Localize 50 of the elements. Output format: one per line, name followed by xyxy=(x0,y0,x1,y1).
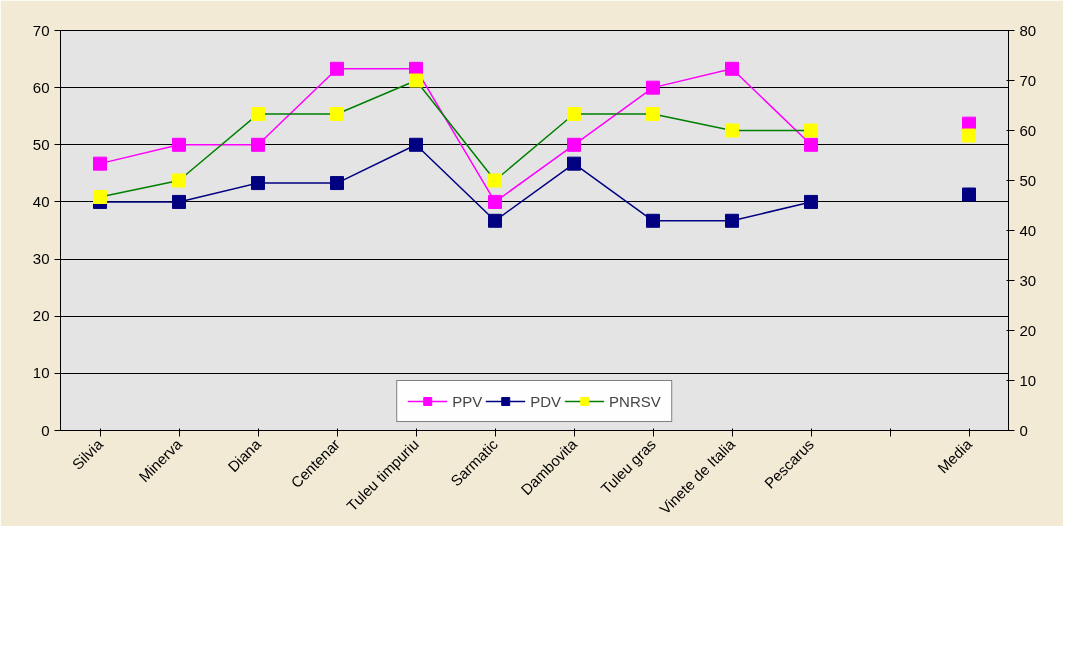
point xyxy=(172,173,186,188)
y2-tick-label: 80 xyxy=(1019,21,1037,39)
point xyxy=(567,156,581,171)
y-tick-label: 60 xyxy=(32,78,50,96)
point xyxy=(330,61,344,76)
point xyxy=(567,137,581,152)
point xyxy=(804,137,818,152)
point xyxy=(725,123,739,138)
legend-label: PDV xyxy=(530,392,562,410)
point xyxy=(330,176,344,191)
point xyxy=(172,137,186,152)
y-tick-label: 10 xyxy=(32,364,50,382)
point xyxy=(962,128,976,143)
point xyxy=(646,107,660,121)
point xyxy=(172,194,186,209)
legend-label: PPV xyxy=(452,392,483,410)
point xyxy=(567,107,581,121)
point xyxy=(251,176,265,191)
y2-tick-label: 30 xyxy=(1019,271,1037,289)
point xyxy=(725,213,739,228)
point xyxy=(725,61,739,76)
point xyxy=(646,213,660,228)
legend-label: PNRSV xyxy=(609,392,661,410)
point xyxy=(962,187,976,202)
y2-tick-label: 70 xyxy=(1019,71,1037,89)
point xyxy=(488,194,502,209)
point xyxy=(409,73,423,88)
point xyxy=(251,137,265,152)
point xyxy=(93,190,107,204)
point xyxy=(804,123,818,138)
y2-tick-label: 20 xyxy=(1019,321,1037,339)
point xyxy=(804,194,818,209)
y2-tick-label: 10 xyxy=(1019,371,1037,389)
y-tick-label: 50 xyxy=(32,135,50,153)
point xyxy=(409,137,423,152)
y2-tick-label: 40 xyxy=(1019,221,1037,239)
y2-tick-label: 50 xyxy=(1019,171,1037,189)
y2-tick-label: 60 xyxy=(1019,121,1037,139)
point xyxy=(488,173,502,188)
y-tick-label: 70 xyxy=(32,21,50,39)
point xyxy=(488,213,502,228)
y-tick-label: 30 xyxy=(32,250,50,268)
point xyxy=(93,156,107,171)
point xyxy=(251,107,265,121)
y-tick-label: 0 xyxy=(41,421,50,439)
y2-tick-label: 0 xyxy=(1019,421,1028,439)
y-tick-label: 40 xyxy=(32,192,50,210)
y-tick-label: 20 xyxy=(32,307,50,325)
point xyxy=(330,107,344,121)
point xyxy=(646,80,660,95)
